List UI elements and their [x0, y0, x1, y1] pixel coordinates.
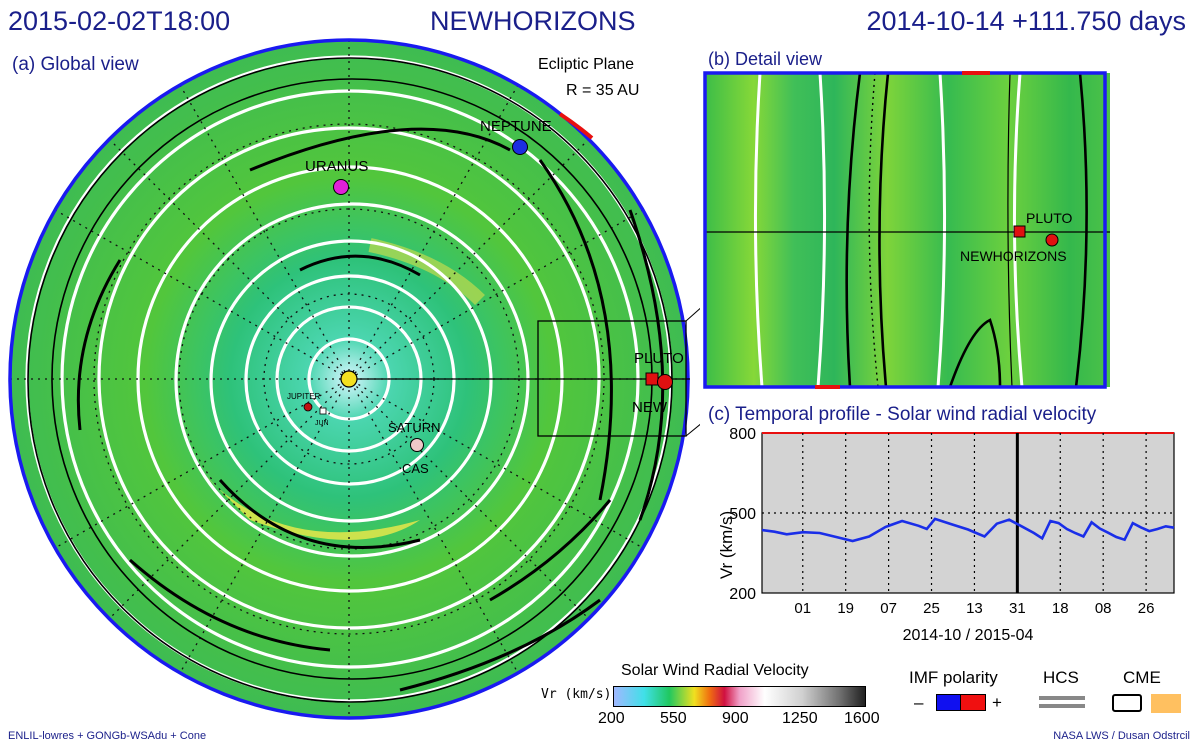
jun-label: JUN: [315, 420, 329, 427]
cme-label: CME: [1123, 668, 1161, 687]
new-label: NEW: [632, 399, 668, 416]
colorbar-tick-550: 550: [660, 710, 687, 727]
x-tick-label: 01: [794, 600, 811, 617]
temporal-chart: 200 500 800 01 19 07 25 13 31 18 08 26 2014-10 / 2…: [729, 426, 1175, 644]
saturn-label: SATURN: [388, 420, 440, 435]
radius-label: R = 35 AU: [566, 82, 640, 99]
newhorizons-marker: [657, 374, 673, 390]
hcs-swatch-2: [1039, 704, 1085, 708]
colorbar-tick-1600: 1600: [844, 710, 880, 727]
x-tick-label: 31: [1009, 600, 1026, 617]
y-tick-label: 500: [729, 506, 756, 523]
pluto-marker: [645, 372, 659, 386]
x-tick-label: 19: [837, 600, 854, 617]
mission-title: NEWHORIZONS: [430, 6, 636, 36]
temporal-title: (c) Temporal profile - Solar wind radial…: [708, 404, 1097, 425]
neptune-marker: [512, 139, 528, 155]
colorbar-title: Solar Wind Radial Velocity: [621, 662, 809, 679]
ecliptic-plane-label: Ecliptic Plane: [538, 56, 635, 73]
y-tick-label: 200: [729, 586, 756, 603]
jupiter-label: JUPITER: [287, 392, 321, 401]
colorbar-tick-1250: 1250: [782, 710, 818, 727]
cas-label: CAS: [402, 461, 429, 476]
cme-fill-swatch: [1151, 694, 1181, 713]
uranus-marker: [333, 179, 349, 195]
imf-polarity-label: IMF polarity: [909, 668, 998, 687]
elapsed-title: 2014-10-14 +111.750 days: [866, 6, 1186, 36]
hcs-label: HCS: [1043, 668, 1079, 687]
x-tick-label: 26: [1138, 600, 1155, 617]
datetime-title: 2015-02-02T18:00: [8, 6, 231, 36]
footer-credit: NASA LWS / Dusan Odstrcil: [1053, 730, 1190, 742]
global-view-title: (a) Global view: [12, 54, 139, 75]
x-tick-label: 18: [1052, 600, 1069, 617]
detail-pluto-marker: [1013, 225, 1026, 238]
detail-view-plot: PLUTO NEWHORIZONS: [703, 71, 1110, 389]
pluto-label: PLUTO: [634, 350, 684, 367]
detail-view-title: (b) Detail view: [708, 49, 823, 69]
temporal-xlabel: 2014-10 / 2015-04: [903, 627, 1034, 644]
footer-model: ENLIL-lowres + GONGb-WSAdu + Cone: [8, 730, 207, 742]
detail-pluto-label: PLUTO: [1026, 210, 1073, 226]
imf-negative-swatch: [936, 694, 962, 711]
x-tick-label: 25: [923, 600, 940, 617]
saturn-marker: [410, 438, 424, 452]
juno-marker: [319, 407, 327, 415]
neptune-label: NEPTUNE: [480, 118, 552, 135]
detail-region-box: [537, 320, 687, 437]
imf-positive-swatch: [960, 694, 986, 711]
x-tick-label: 07: [880, 600, 897, 617]
detail-newhorizons-label: NEWHORIZONS: [960, 248, 1067, 264]
global-view-plot: NEPTUNE URANUS PLUTO NEW SATURN CAS JUPI…: [8, 38, 700, 720]
imf-plus-label: +: [992, 693, 1002, 712]
x-tick-label: 13: [966, 600, 983, 617]
y-tick-label: 800: [729, 426, 756, 443]
colorbar-gradient: [613, 686, 866, 707]
x-tick-label: 08: [1095, 600, 1112, 617]
hcs-swatch-1: [1039, 696, 1085, 700]
colorbar-tick-200: 200: [598, 710, 625, 727]
sun-marker: [340, 370, 358, 388]
imf-minus-label: –: [914, 693, 924, 712]
cme-outline-swatch: [1112, 694, 1142, 712]
uranus-label: URANUS: [305, 158, 368, 175]
colorbar-unit: Vr (km/s): [541, 687, 612, 702]
jupiter-marker: [303, 402, 313, 412]
colorbar-tick-900: 900: [722, 710, 749, 727]
detail-newhorizons-marker: [1045, 233, 1059, 247]
velocity-series-line: [761, 517, 1175, 543]
